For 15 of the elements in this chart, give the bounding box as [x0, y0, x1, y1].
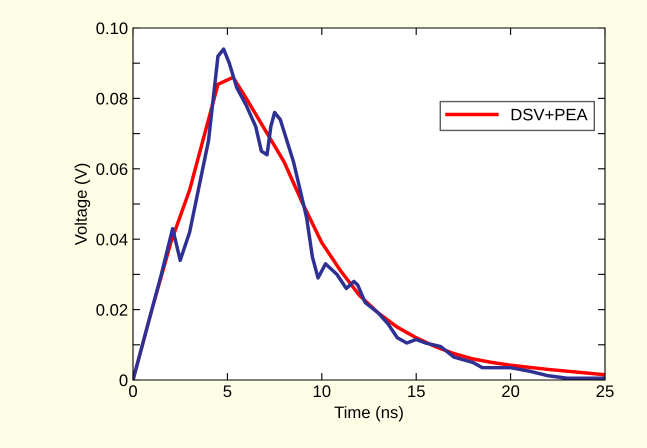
x-tick-label: 10: [314, 385, 330, 398]
y-tick-label: 0.08: [96, 92, 128, 105]
x-tick-label: 25: [596, 385, 614, 398]
legend-label: DSV+PEA: [512, 108, 588, 120]
y-tick-label: 0.02: [96, 304, 128, 316]
y-axis-title: Voltage (V): [74, 164, 90, 246]
y-tick-label: 0: [120, 374, 128, 386]
y-tick-label: 0.04: [96, 234, 128, 246]
x-tick-label: 5: [223, 385, 232, 398]
x-tick-label: 20: [502, 385, 520, 398]
y-tick-label: 0.06: [96, 163, 128, 176]
x-tick-label: 0: [129, 385, 137, 398]
x-tick-label: 15: [408, 385, 425, 398]
y-tick-label: 0.10: [96, 22, 128, 34]
x-axis-title: Time (ns): [334, 406, 403, 422]
